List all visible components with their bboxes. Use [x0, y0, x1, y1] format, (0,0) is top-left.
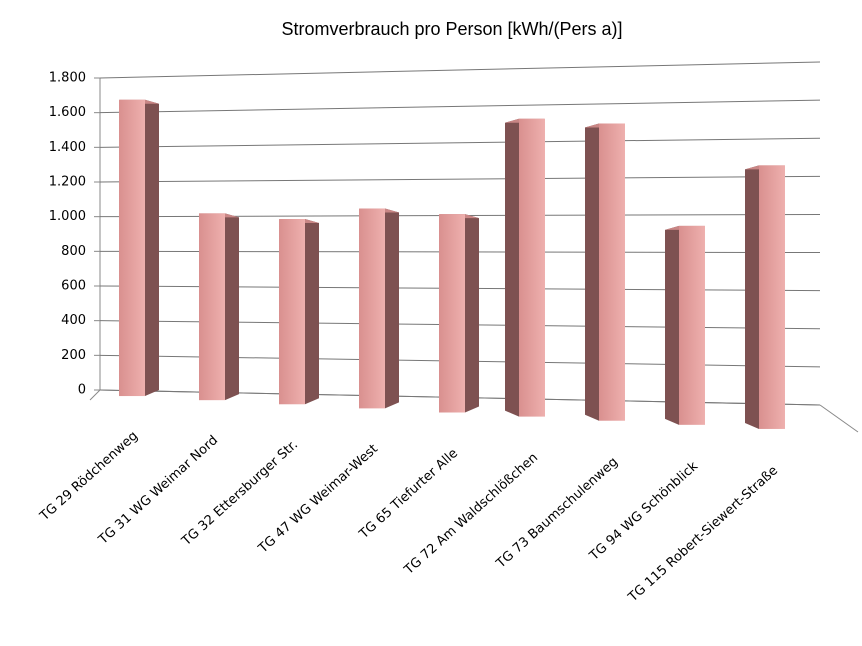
y-tick-label: 1.800	[49, 71, 86, 86]
bar	[679, 225, 705, 425]
bar-side	[225, 213, 239, 401]
grid-line	[99, 61, 821, 79]
bar	[759, 165, 785, 429]
bar	[359, 208, 385, 409]
bar-side	[385, 208, 399, 409]
grid-line	[99, 175, 821, 183]
floor-front	[89, 389, 101, 401]
bar	[439, 214, 465, 413]
chart-title: Stromverbrauch pro Person [kWh/(Pers a)]	[281, 19, 622, 39]
bar	[199, 213, 225, 401]
bar-side	[305, 219, 319, 405]
y-tick-label: 1.000	[49, 209, 86, 224]
bar-side	[745, 165, 759, 429]
x-tick-label: TG 72 Am Waldschlößchen	[401, 450, 541, 578]
y-tick-label: 400	[61, 313, 86, 328]
y-tick-label: 1.400	[49, 140, 86, 155]
grid-line	[99, 137, 821, 148]
floor-right	[819, 404, 859, 433]
y-tick-label: 0	[78, 383, 86, 398]
bar-side	[505, 118, 519, 417]
bar-side	[585, 123, 599, 421]
y-tick-label: 1.600	[49, 105, 86, 120]
bar-side	[145, 99, 159, 397]
bar-side	[665, 225, 679, 425]
bar-side	[465, 214, 479, 413]
bar	[279, 219, 305, 405]
y-tick-label: 1.200	[49, 175, 86, 190]
bar	[519, 118, 545, 417]
y-tick-label: 200	[61, 348, 86, 363]
bar	[119, 99, 145, 397]
x-tick-label: TG 115 Robert-Siewert-Straße	[625, 463, 781, 606]
bar	[599, 123, 625, 421]
y-tick-label: 600	[61, 279, 86, 294]
y-tick-label: 800	[61, 244, 86, 259]
grid-line	[99, 99, 821, 114]
